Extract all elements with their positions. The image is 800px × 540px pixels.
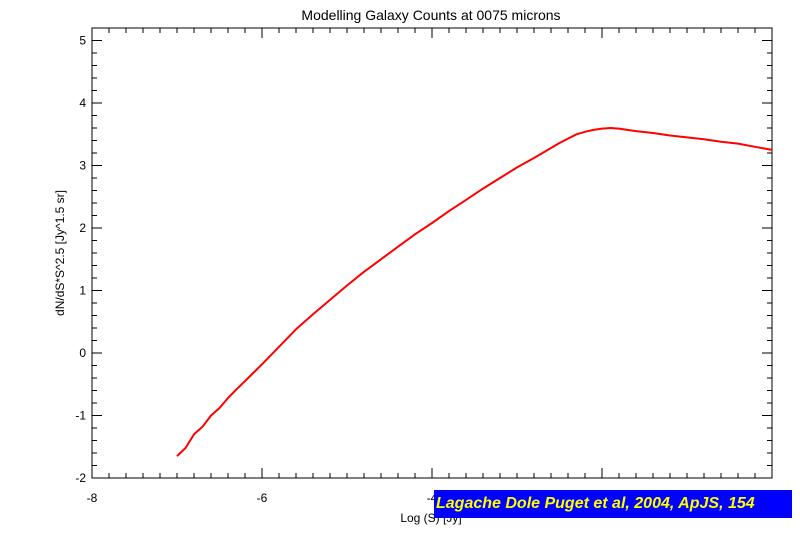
y-tick-label: 0: [79, 346, 86, 360]
x-tick-label: -8: [87, 491, 98, 505]
y-tick-label: 3: [79, 159, 86, 173]
plot-frame: [91, 27, 773, 479]
x-tick-label: -6: [257, 491, 268, 505]
y-tick-label: 4: [79, 96, 86, 110]
series-layer: [176, 127, 773, 457]
y-tick-label: -1: [75, 409, 86, 423]
y-tick-label: 1: [79, 284, 86, 298]
chart-title: Modelling Galaxy Counts at 0075 microns: [301, 7, 560, 23]
y-tick-label: 2: [79, 221, 86, 235]
y-tick-label: 5: [79, 34, 86, 48]
x-tick-label: -4: [427, 491, 438, 505]
citation-credit: Lagache Dole Puget et al, 2004, ApJS, 15…: [434, 490, 792, 518]
y-axis-ticks: -2 -1 0 1 2 3 4 5: [75, 27, 772, 485]
series-line: [176, 127, 773, 457]
y-axis-label: dN/dS*S^2.5 [Jy^1.5 sr]: [53, 190, 67, 316]
x-axis-ticks: -8-6-4-20: [87, 28, 776, 505]
y-tick-label: -2: [75, 471, 86, 485]
